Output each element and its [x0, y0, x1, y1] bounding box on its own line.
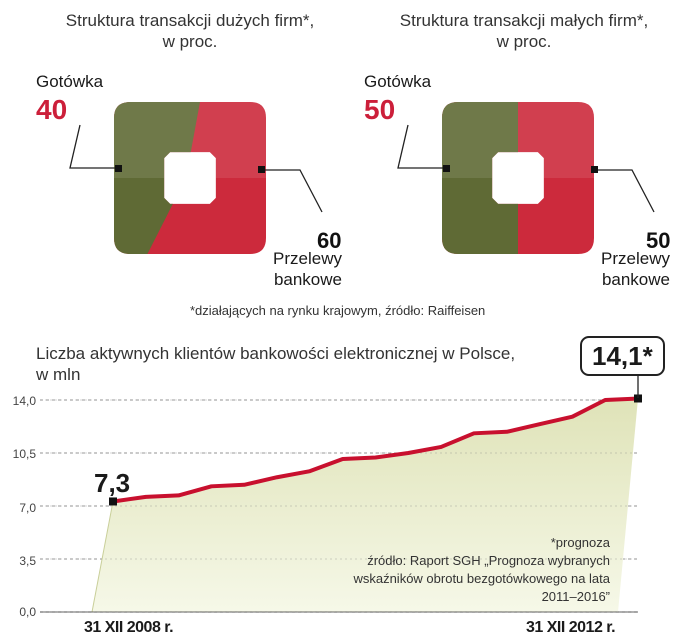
data-point [341, 457, 345, 461]
data-point [209, 484, 213, 488]
pie-right-cash-label: Gotówka [364, 72, 432, 91]
area-fill [92, 398, 638, 612]
data-point [439, 445, 443, 449]
data-point [177, 493, 181, 497]
line-chart-title: Liczba aktywnych klientów bankowości ele… [36, 343, 576, 385]
note-line4: 2011–2016” [541, 589, 610, 604]
data-point [275, 475, 279, 479]
marker-cash-left [115, 165, 122, 172]
note-line2: źródło: Raport SGH „Prognoza wybranych [367, 553, 610, 568]
start-value-label: 7,3 [94, 468, 131, 498]
note-line3: wskaźników obrotu bezgotówkowego na lata [353, 571, 610, 586]
pie-large-firms [114, 102, 266, 254]
data-point [242, 483, 246, 487]
pie-right-caption-line1: Struktura transakcji małych firm*, [399, 11, 649, 30]
data-point [538, 422, 542, 426]
pie-slice-cash [442, 102, 518, 254]
data-point [472, 431, 476, 435]
pie-left-caption-line2: w proc. [162, 32, 218, 51]
x-label-end: 31 XII 2012 r. [526, 619, 616, 636]
pie-small-firms [442, 102, 594, 254]
data-point [570, 415, 574, 419]
pie-right-transfer-label-line1: Przelewy [601, 249, 670, 268]
data-point [406, 451, 410, 455]
footnote: *działających na rynku krajowym, źródło:… [190, 303, 486, 318]
end-marker [634, 394, 642, 403]
leader-line-transfer-left [262, 169, 323, 213]
start-marker [109, 497, 117, 506]
marker-transfer-right [591, 166, 598, 173]
y-tick-label: 10,5 [12, 447, 36, 461]
pie-right-transfer-value: 50 [646, 228, 671, 253]
line-chart-title-line1: Liczba aktywnych klientów bankowości ele… [36, 344, 516, 363]
data-point [308, 469, 312, 473]
end-value-callout: 14,1* [580, 336, 665, 376]
y-tick-label: 14,0 [12, 394, 36, 408]
pie-left-transfer-label: Przelewy bankowe [262, 248, 342, 290]
y-tick-label: 7,0 [19, 501, 36, 515]
pie-left-transfer-value: 60 [317, 228, 342, 253]
pie-right-transfer-label-line2: bankowe [601, 270, 670, 289]
leader-line-cash-right [397, 124, 446, 169]
pie-right-caption-line2: w proc. [496, 32, 552, 51]
pie-left-transfer-label-line2: bankowe [273, 270, 342, 289]
marker-transfer-left [258, 166, 265, 173]
data-point [505, 430, 509, 434]
pie-right-cash-value: 50 [364, 94, 396, 125]
forecast-source-note: *prognoza źródło: Raport SGH „Prognoza w… [300, 534, 610, 606]
data-point [374, 456, 377, 460]
x-label-start: 31 XII 2008 r. [84, 619, 174, 636]
leader-line-transfer-right [595, 169, 655, 213]
line-chart-title-line2: w mln [36, 365, 81, 384]
data-point [603, 398, 607, 402]
pie-left-cash-value: 40 [36, 94, 68, 125]
pie-left-caption: Struktura transakcji dużych firm*, w pro… [40, 10, 340, 52]
pie-left-cash-label: Gotówka [36, 72, 104, 91]
pie-right-caption: Struktura transakcji małych firm*, w pro… [364, 10, 684, 52]
y-tick-label: 3,5 [19, 554, 36, 568]
pie-right-transfer-label: Przelewy bankowe [590, 248, 670, 290]
pie-left-transfer-label-line1: Przelewy [273, 249, 342, 268]
pie-left-caption-line1: Struktura transakcji dużych firm*, [65, 11, 315, 30]
leader-line-cash-left [69, 124, 118, 169]
note-line1: *prognoza [550, 535, 610, 550]
data-point [144, 495, 148, 499]
line-chart [40, 394, 642, 613]
marker-cash-right [443, 165, 450, 172]
pie-slice-cash [114, 102, 200, 254]
y-tick-label: 0,0 [19, 605, 36, 619]
